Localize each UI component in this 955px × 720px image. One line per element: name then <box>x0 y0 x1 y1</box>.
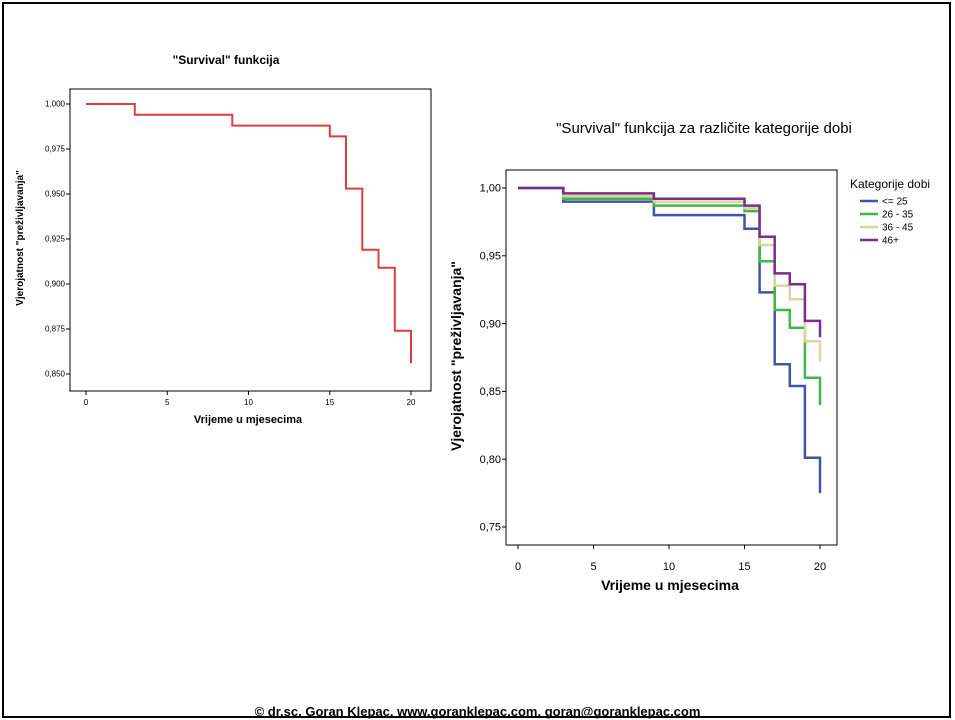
y-tick-label: 0,85 <box>480 386 501 398</box>
legend-label: 46+ <box>882 236 899 247</box>
series-line-1 <box>518 186 822 405</box>
plot-area <box>505 169 838 546</box>
x-axis: 0 5 10 15 20 <box>515 545 826 573</box>
legend: Kategorije dobi <= 25 26 - 35 36 - 45 46+ <box>850 177 930 247</box>
series-line-0 <box>518 186 822 494</box>
y-tick-label: 0,925 <box>45 235 66 244</box>
legend-label: <= 25 <box>882 197 908 208</box>
x-tick-label: 20 <box>407 398 416 407</box>
copyright-footer: © dr.sc. Goran Klepac, www.goranklepac.c… <box>254 704 701 719</box>
y-axis: 0,850 0,875 0,900 0,925 0,950 0,975 1,000 <box>45 100 70 379</box>
y-tick-label: 0,95 <box>480 250 501 262</box>
y-tick-label: 1,00 <box>480 183 501 195</box>
legend-title: Kategorije dobi <box>850 177 930 191</box>
survival-chart: "Survival" funkcija 0,850 0,875 0,900 0,925… <box>15 53 432 426</box>
y-axis-label: Vjerojatnost "preživljavanja" <box>15 170 26 306</box>
y-tick-label: 0,90 <box>480 318 501 330</box>
legend-label: 36 - 45 <box>882 223 914 234</box>
x-tick-label: 5 <box>590 561 596 573</box>
x-tick-label: 10 <box>663 561 675 573</box>
y-axis-label: Vjerojatnost "preživljavanja" <box>448 261 464 451</box>
y-tick-label: 0,850 <box>45 370 66 379</box>
y-tick-label: 0,950 <box>45 190 66 199</box>
x-tick-label: 20 <box>814 561 826 573</box>
x-axis-label: Vrijeme u mjesecima <box>194 414 303 426</box>
series-lines <box>518 186 822 494</box>
x-tick-label: 5 <box>165 398 170 407</box>
y-tick-label: 0,80 <box>480 454 501 466</box>
y-tick-label: 1,000 <box>45 100 66 109</box>
series-lines <box>86 103 412 364</box>
x-tick-label: 0 <box>84 398 89 407</box>
y-tick-label: 0,75 <box>480 522 501 534</box>
plot-area <box>69 88 432 392</box>
y-axis: 0,75 0,80 0,85 0,90 0,95 1,00 <box>480 183 506 534</box>
y-tick-label: 0,875 <box>45 325 66 334</box>
y-tick-label: 0,900 <box>45 280 66 289</box>
x-tick-label: 0 <box>515 561 521 573</box>
legend-label: 26 - 35 <box>882 210 914 221</box>
x-axis-label: Vrijeme u mjesecima <box>601 577 739 593</box>
survival-by-age-chart: "Survival" funkcija za različite kategor… <box>448 120 930 593</box>
y-tick-label: 0,975 <box>45 145 66 154</box>
chart-title: "Survival" funkcija <box>173 53 280 67</box>
series-line <box>86 103 412 364</box>
series-line-3 <box>518 186 822 338</box>
x-tick-label: 15 <box>325 398 334 407</box>
x-tick-label: 10 <box>244 398 253 407</box>
x-tick-label: 15 <box>738 561 750 573</box>
x-axis: 0 5 10 15 20 <box>84 391 416 407</box>
chart-title: "Survival" funkcija za različite kategor… <box>556 120 852 137</box>
